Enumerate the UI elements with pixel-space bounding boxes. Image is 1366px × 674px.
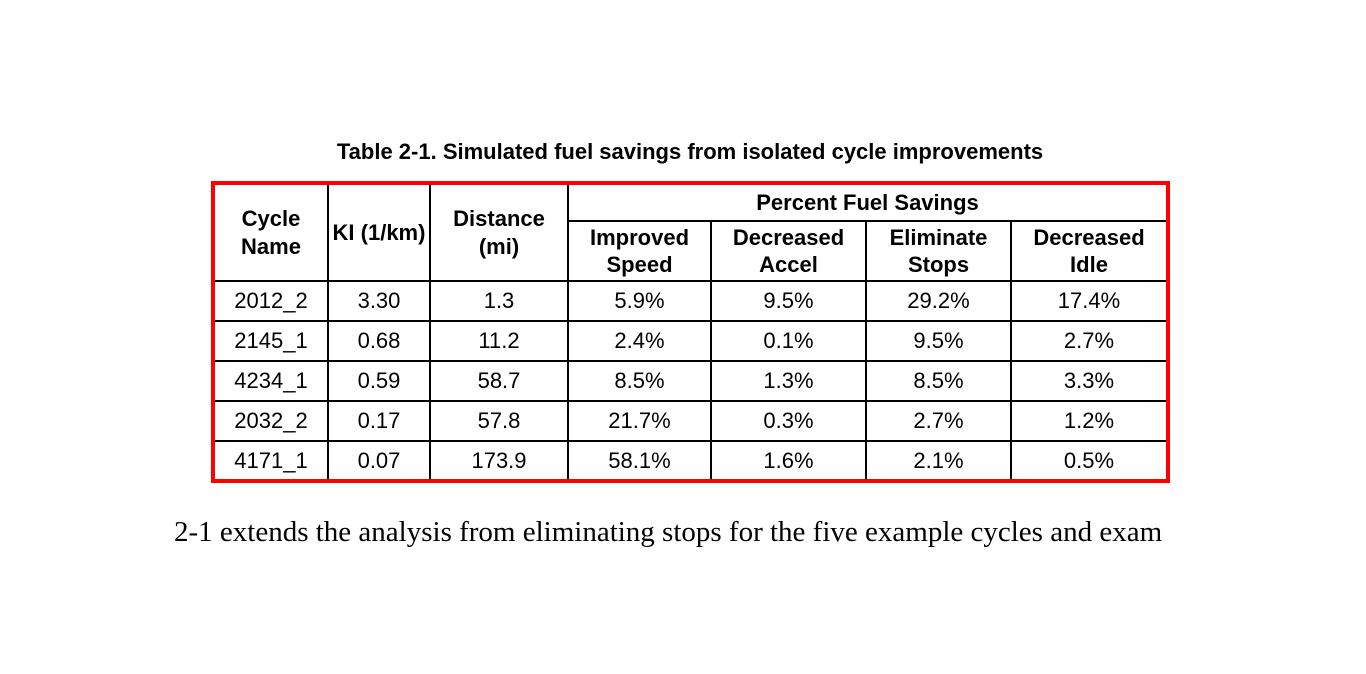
table-row: 2032_2 0.17 57.8 21.7% 0.3% 2.7% 1.2%	[212, 400, 1169, 442]
cell-ki: 0.17	[327, 400, 431, 442]
cell-distance: 173.9	[429, 440, 569, 482]
cell-distance: 11.2	[429, 320, 569, 362]
cell-decreased-idle: 1.2%	[1010, 400, 1169, 442]
header-row-group: Cycle Name KI (1/km) Distance (mi) Perce…	[212, 182, 1169, 282]
header-row-sub: Improved Speed Decreased Accel Eliminate…	[213, 220, 1169, 282]
cell-eliminate-stops: 9.5%	[865, 320, 1012, 362]
cell-decreased-idle: 3.3%	[1010, 360, 1169, 402]
cell-decreased-accel: 1.6%	[710, 440, 867, 482]
cell-ki: 0.07	[327, 440, 431, 482]
cell-decreased-accel: 0.3%	[710, 400, 867, 442]
column-header-eliminate-stops: Eliminate Stops	[865, 220, 1012, 282]
cell-distance: 58.7	[429, 360, 569, 402]
column-header-decreased-idle: Decreased Idle	[1010, 220, 1169, 282]
cell-ki: 0.59	[327, 360, 431, 402]
cell-distance: 1.3	[429, 280, 569, 322]
cell-ki: 3.30	[327, 280, 431, 322]
cell-decreased-accel: 9.5%	[710, 280, 867, 322]
table-row: 4234_1 0.59 58.7 8.5% 1.3% 8.5% 3.3%	[212, 360, 1169, 402]
cell-improved-speed: 5.9%	[567, 280, 712, 322]
table-row: 4171_1 0.07 173.9 58.1% 1.6% 2.1% 0.5%	[212, 440, 1169, 482]
column-header-improved-speed: Improved Speed	[567, 220, 712, 282]
cell-cycle-name: 4171_1	[212, 440, 329, 482]
cell-distance: 57.8	[429, 400, 569, 442]
cell-eliminate-stops: 29.2%	[865, 280, 1012, 322]
cell-eliminate-stops: 2.7%	[865, 400, 1012, 442]
cell-decreased-accel: 0.1%	[710, 320, 867, 362]
column-header-percent-fuel-savings: Percent Fuel Savings	[567, 182, 1169, 222]
cell-improved-speed: 21.7%	[567, 400, 712, 442]
body-paragraph-fragment: 2-1 extends the analysis from eliminatin…	[174, 516, 1163, 548]
cell-decreased-idle: 0.5%	[1010, 440, 1169, 482]
cell-decreased-idle: 2.7%	[1010, 320, 1169, 362]
cell-cycle-name: 4234_1	[212, 360, 329, 402]
table-caption: Table 2-1. Simulated fuel savings from i…	[336, 139, 1044, 164]
cell-eliminate-stops: 8.5%	[865, 360, 1012, 402]
fuel-savings-table: Cycle Name KI (1/km) Distance (mi) Perce…	[211, 181, 1170, 483]
cell-cycle-name: 2032_2	[212, 400, 329, 442]
table-row: 2012_2 3.30 1.3 5.9% 9.5% 29.2% 17.4%	[212, 280, 1169, 322]
cell-cycle-name: 2145_1	[212, 320, 329, 362]
cell-decreased-idle: 17.4%	[1010, 280, 1169, 322]
cell-eliminate-stops: 2.1%	[865, 440, 1012, 482]
column-header-ki: KI (1/km)	[327, 182, 431, 282]
cell-decreased-accel: 1.3%	[710, 360, 867, 402]
cell-improved-speed: 8.5%	[567, 360, 712, 402]
table-row: 2145_1 0.68 11.2 2.4% 0.1% 9.5% 2.7%	[212, 320, 1169, 362]
column-header-cycle-name: Cycle Name	[212, 182, 329, 282]
cell-improved-speed: 58.1%	[567, 440, 712, 482]
column-header-decreased-accel: Decreased Accel	[710, 220, 867, 282]
cell-improved-speed: 2.4%	[567, 320, 712, 362]
cell-ki: 0.68	[327, 320, 431, 362]
cell-cycle-name: 2012_2	[212, 280, 329, 322]
column-header-distance: Distance (mi)	[429, 182, 569, 282]
